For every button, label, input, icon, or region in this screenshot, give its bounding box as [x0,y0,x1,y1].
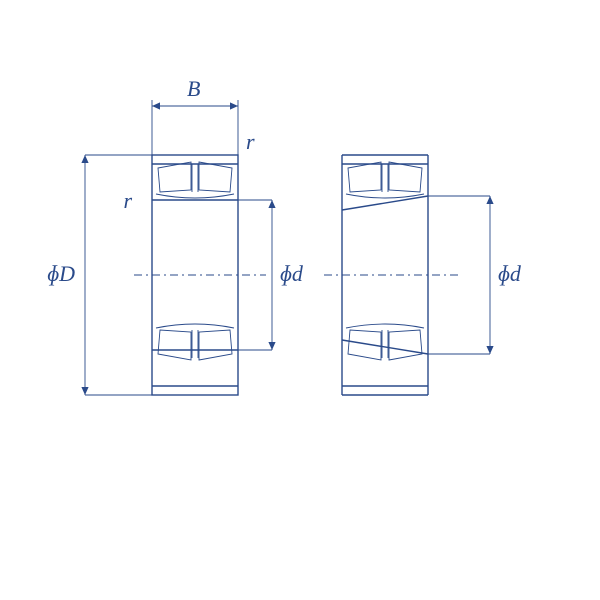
right-view [324,155,462,395]
dimensions: Br r ɸD ɸd ɸd [47,76,522,395]
label-phiD: ɸD [47,261,75,286]
bearing-diagram: Br r ɸD ɸd ɸd [0,0,600,600]
label-B: B [187,76,200,101]
label-phi-d-right: ɸd [498,261,522,286]
label-r-top: r [246,129,255,154]
left-view [134,155,266,395]
label-r-side: r [123,188,132,213]
label-phi-d-left: ɸd [280,261,304,286]
